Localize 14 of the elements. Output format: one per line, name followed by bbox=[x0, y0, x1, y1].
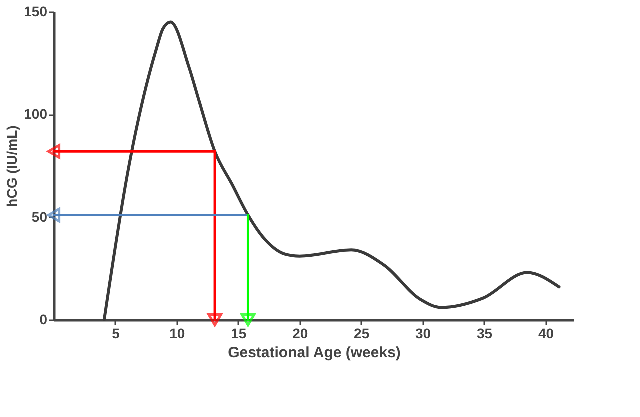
x-axis-title: Gestational Age (weeks) bbox=[228, 344, 401, 362]
y-tick-label: 150 bbox=[24, 4, 48, 20]
x-tick-label: 35 bbox=[476, 326, 493, 342]
y-tick-label: 100 bbox=[24, 106, 48, 122]
y-tick-label: 50 bbox=[32, 208, 48, 225]
y-axis-title: hCG (IU/mL) bbox=[4, 126, 20, 208]
x-tick-label: 20 bbox=[292, 326, 308, 342]
x-tick-label: 5 bbox=[112, 326, 120, 342]
y-tick-label: 0 bbox=[40, 312, 48, 328]
x-tick-label: 15 bbox=[231, 326, 247, 342]
x-tick-label: 10 bbox=[170, 326, 186, 342]
x-tick-label: 40 bbox=[538, 326, 554, 342]
x-tick-label: 30 bbox=[416, 326, 432, 342]
x-tick-label: 25 bbox=[354, 326, 370, 342]
